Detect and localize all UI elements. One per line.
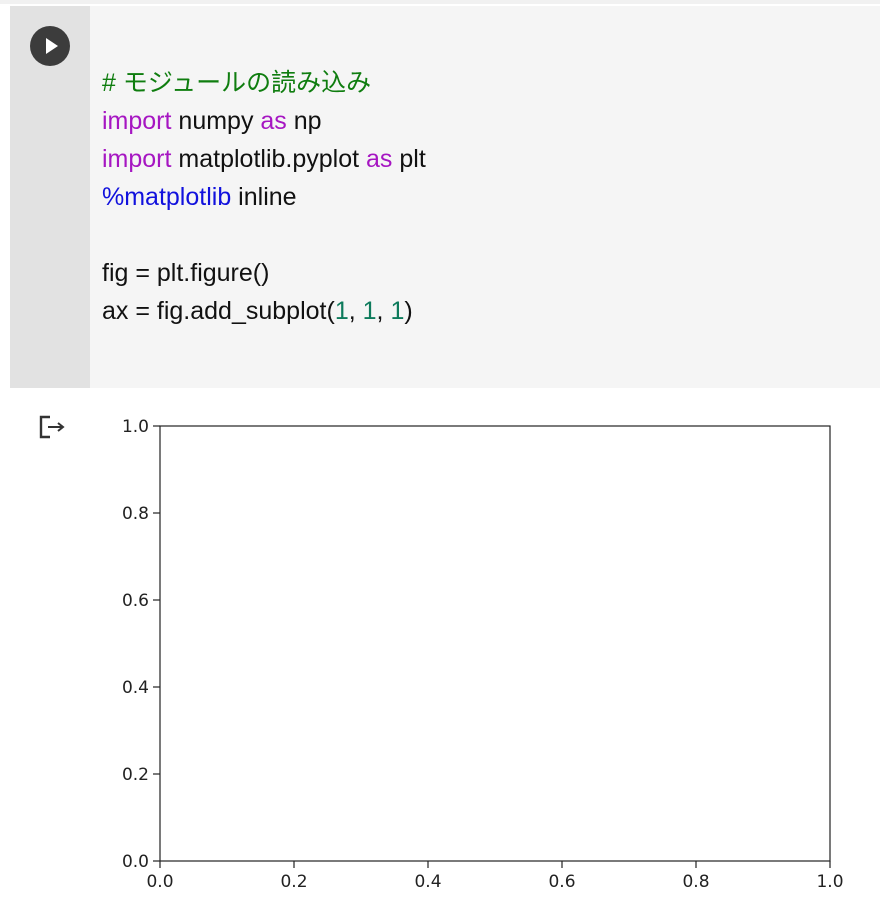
code-line: %matplotlib inline (102, 178, 426, 216)
code-editor[interactable]: # モジュールの読み込み import numpy as np import mat… (102, 64, 426, 330)
x-tick-label: 1.0 (816, 872, 843, 892)
x-tick-label: 0.8 (682, 872, 709, 892)
code-token-number: 1 (334, 297, 349, 325)
code-token-magic: %matplotlib (102, 183, 232, 211)
x-tick-label: 0.4 (414, 872, 441, 892)
code-token-plain: numpy (171, 107, 261, 135)
top-border (0, 0, 880, 4)
code-line: import matplotlib.pyplot as plt (102, 140, 426, 178)
code-token-plain: , (376, 297, 391, 325)
code-token-comment: # モジュールの読み込み (102, 69, 372, 97)
y-tick-label: 0.6 (122, 591, 149, 611)
code-token-number: 1 (390, 297, 405, 325)
code-line: import numpy as np (102, 102, 426, 140)
y-tick-label: 0.4 (122, 678, 149, 698)
code-token-plain: inline (231, 183, 297, 211)
y-tick-label: 0.0 (122, 852, 149, 872)
code-token-plain: np (286, 107, 322, 135)
code-token-keyword: import (102, 145, 172, 173)
y-tick-label: 0.2 (122, 765, 149, 785)
play-icon (46, 38, 58, 54)
run-cell-button[interactable] (30, 26, 70, 66)
code-token-plain: ax = fig.add_subplot( (102, 297, 335, 325)
empty-axes-plot: 0.0 0.2 0.4 0.6 0.8 1.0 0.0 0.2 0.4 0.6 0.8 1.0 (122, 417, 844, 892)
code-token-keyword: as (260, 107, 287, 135)
x-tick-label: 0.2 (280, 872, 307, 892)
code-token-plain: ) (404, 297, 413, 325)
code-token-plain: , (348, 297, 363, 325)
code-token-number: 1 (362, 297, 377, 325)
code-line (102, 216, 426, 254)
y-tick-label: 1.0 (122, 417, 149, 437)
code-token-plain: fig = plt.figure() (102, 259, 270, 287)
code-line: ax = fig.add_subplot(1, 1, 1) (102, 292, 426, 330)
code-line: # モジュールの読み込み (102, 64, 426, 102)
x-tick-label: 0.6 (548, 872, 575, 892)
axes-frame (159, 425, 831, 862)
cell-gutter (10, 6, 90, 388)
code-token-plain: plt (392, 145, 426, 173)
y-tick-label: 0.8 (122, 504, 149, 524)
code-token-plain: matplotlib.pyplot (171, 145, 367, 173)
code-line: fig = plt.figure() (102, 254, 426, 292)
code-token-keyword: import (102, 107, 172, 135)
code-cell[interactable]: # モジュールの読み込み import numpy as np import mat… (10, 6, 880, 388)
code-token-keyword: as (366, 145, 393, 173)
output-arrow-icon[interactable] (38, 414, 68, 445)
x-tick-label: 0.0 (146, 872, 173, 892)
